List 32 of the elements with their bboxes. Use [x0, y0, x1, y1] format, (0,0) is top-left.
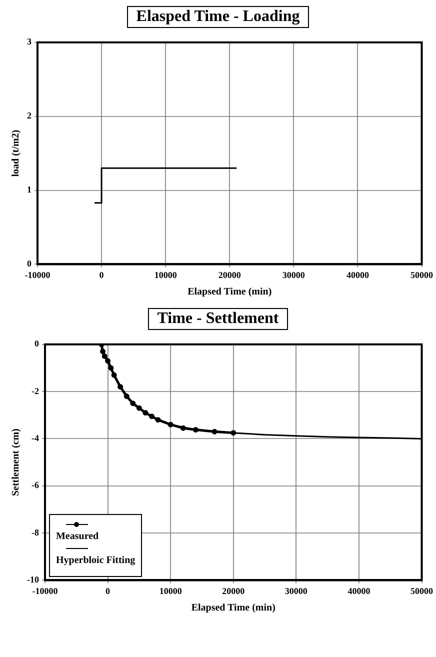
y-tick-label: 1: [27, 184, 32, 195]
y-tick-label: -10: [26, 574, 40, 585]
x-tick-label: 0: [106, 586, 111, 596]
y-tick-label: 0: [27, 258, 32, 269]
y-axis-title: Settlement (cm): [10, 428, 22, 496]
x-tick-label: 50000: [410, 270, 434, 280]
y-axis-title: load (t/m2): [10, 130, 22, 177]
y-tick-label: -4: [31, 433, 40, 444]
x-tick-label: 0: [99, 270, 104, 280]
x-tick-label: 10000: [159, 586, 182, 596]
x-tick-label: 20000: [218, 270, 242, 280]
legend-label: Measured: [56, 531, 100, 542]
x-tick-label: 10000: [154, 270, 178, 280]
x-tick-label: 30000: [282, 270, 306, 280]
x-tick-label: -10000: [24, 270, 51, 280]
x-tick-label: 30000: [284, 586, 308, 596]
x-tick-label: 40000: [348, 586, 371, 596]
y-tick-label: 3: [27, 36, 32, 47]
x-tick-label: 50000: [410, 586, 434, 596]
legend-label: Hyperbloic Fitting: [56, 555, 136, 566]
chart-title: Elasped Time - Loading: [127, 6, 309, 28]
y-tick-label: -8: [31, 527, 40, 538]
y-tick-label: 2: [27, 110, 32, 121]
x-axis-title: Elapsed Time (min): [188, 286, 272, 298]
x-axis-title: Elapsed Time (min): [191, 602, 276, 614]
x-tick-label: 20000: [222, 586, 246, 596]
y-tick-label: -2: [31, 386, 40, 396]
x-tick-label: -10000: [32, 586, 58, 596]
x-tick-label: 40000: [346, 270, 370, 280]
chart-title: Time - Settlement: [148, 308, 288, 330]
y-tick-label: -6: [31, 480, 40, 490]
y-tick-label: 0: [34, 338, 40, 349]
